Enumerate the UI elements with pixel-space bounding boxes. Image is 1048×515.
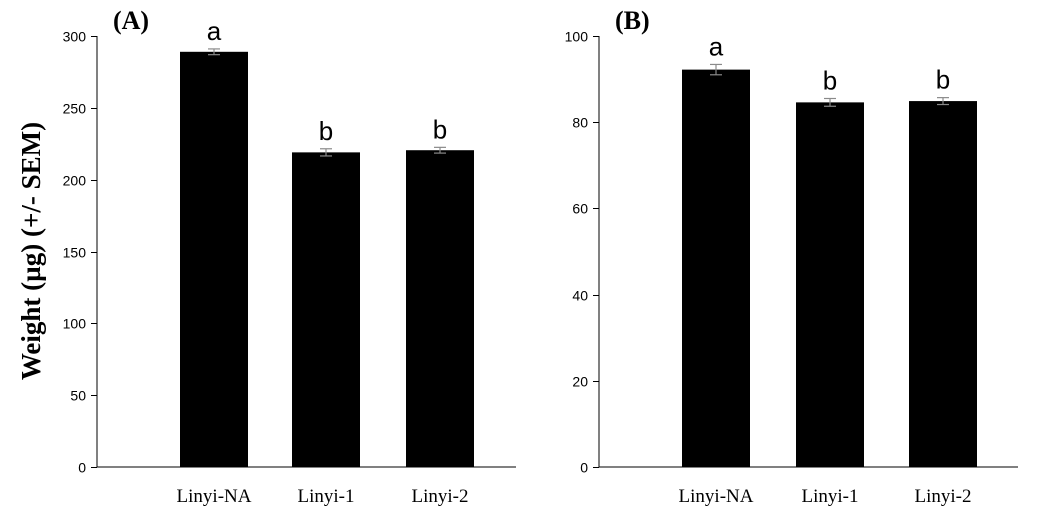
- y-tick-label: 60: [572, 201, 588, 217]
- x-tick-label: Linyi-NA: [679, 486, 754, 507]
- bar: [292, 152, 360, 467]
- significance-label: b: [823, 65, 837, 95]
- y-tick-label: 40: [572, 288, 588, 304]
- y-tick-label: 0: [78, 460, 86, 476]
- significance-label: b: [319, 116, 333, 146]
- y-tick-label: 100: [565, 29, 589, 45]
- y-tick-label: 80: [572, 115, 588, 131]
- significance-label: a: [207, 16, 222, 46]
- bar: [909, 101, 977, 468]
- bar: [682, 69, 750, 468]
- chart-panel-a: 0 50 100 150 200 250 300 a Linyi-NA b Linyi-1 b Liny…: [63, 6, 516, 507]
- y-tick-label: 20: [572, 374, 588, 390]
- x-tick-label: Linyi-NA: [177, 486, 252, 507]
- x-tick-label: Linyi-2: [412, 486, 469, 507]
- bar: [406, 150, 474, 467]
- chart-panel-b: 0 20 40 60 80 100 a Linyi-NA b Linyi-1 b Linyi-2 (B): [565, 6, 1018, 507]
- x-tick-label: Linyi-2: [915, 486, 972, 507]
- panel-label: (A): [113, 6, 149, 35]
- y-tick-label: 50: [70, 388, 86, 404]
- significance-label: b: [936, 65, 950, 95]
- bar: [180, 51, 248, 467]
- x-tick-label: Linyi-1: [802, 486, 859, 507]
- y-tick-label: 0: [580, 460, 588, 476]
- x-tick-label: Linyi-1: [298, 486, 355, 507]
- y-tick-label: 100: [63, 316, 87, 332]
- y-tick-label: 250: [63, 101, 87, 117]
- y-axis-label: Weight (µg) (+/- SEM): [16, 122, 46, 380]
- significance-label: a: [709, 31, 724, 61]
- y-tick-label: 150: [63, 245, 87, 261]
- bar: [796, 102, 864, 468]
- significance-label: b: [433, 114, 447, 144]
- panel-label: (B): [615, 6, 650, 35]
- y-tick-label: 200: [63, 173, 87, 189]
- y-tick-label: 300: [63, 29, 87, 45]
